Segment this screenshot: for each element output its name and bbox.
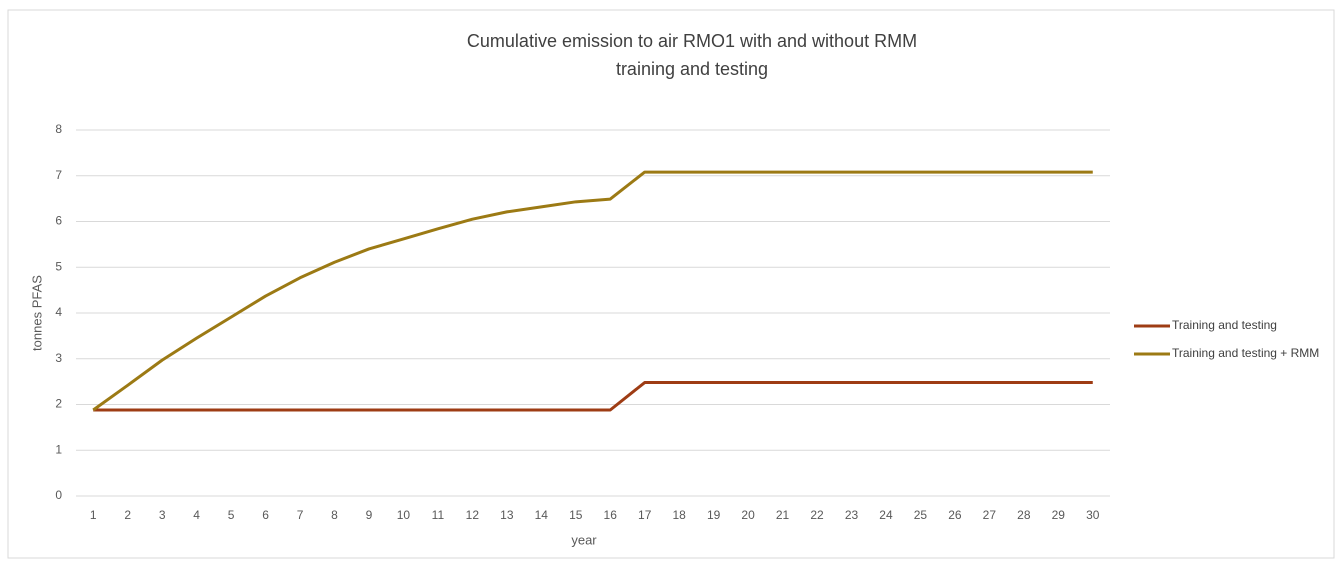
x-tick-label: 17 — [638, 508, 652, 522]
x-tick-label: 20 — [741, 508, 755, 522]
x-tick-label: 9 — [366, 508, 373, 522]
x-tick-label: 3 — [159, 508, 166, 522]
y-tick-label: 2 — [55, 397, 62, 411]
x-tick-label: 16 — [604, 508, 618, 522]
x-tick-label: 29 — [1052, 508, 1066, 522]
y-tick-label: 7 — [55, 168, 62, 182]
x-tick-label: 14 — [535, 508, 549, 522]
series-line — [92, 170, 1093, 412]
x-tick-label: 28 — [1017, 508, 1031, 522]
x-tick-label: 4 — [193, 508, 200, 522]
x-tick-label: 8 — [331, 508, 338, 522]
y-tick-label: 1 — [55, 442, 62, 456]
legend-label: Training and testing — [1172, 318, 1277, 332]
x-tick-label: 12 — [466, 508, 480, 522]
y-tick-label: 5 — [55, 259, 62, 273]
x-tick-label: 30 — [1086, 508, 1100, 522]
x-tick-label: 13 — [500, 508, 514, 522]
chart-frame — [7, 9, 1335, 559]
chart-subtitle: training and testing — [616, 59, 768, 79]
x-tick-label: 6 — [262, 508, 269, 522]
x-axis-title: year — [571, 532, 597, 547]
y-tick-label: 8 — [55, 122, 62, 136]
x-tick-label: 5 — [228, 508, 235, 522]
y-tick-label: 4 — [55, 305, 62, 319]
legend-label: Training and testing + RMM — [1172, 346, 1319, 360]
x-tick-label: 7 — [297, 508, 304, 522]
y-tick-label: 0 — [55, 488, 62, 502]
x-tick-label: 22 — [810, 508, 824, 522]
x-tick-label: 27 — [983, 508, 997, 522]
chart-title: Cumulative emission to air RMO1 with and… — [467, 31, 917, 51]
x-tick-label: 26 — [948, 508, 962, 522]
x-tick-label: 11 — [432, 508, 445, 522]
x-tick-label: 15 — [569, 508, 583, 522]
x-tick-label: 23 — [845, 508, 859, 522]
x-tick-label: 19 — [707, 508, 721, 522]
x-tick-label: 2 — [124, 508, 131, 522]
x-tick-label: 18 — [672, 508, 686, 522]
x-tick-label: 25 — [914, 508, 928, 522]
x-tick-label: 1 — [90, 508, 97, 522]
y-tick-label: 6 — [55, 214, 62, 228]
y-tick-label: 3 — [55, 351, 62, 365]
x-tick-label: 24 — [879, 508, 893, 522]
y-axis-title: tonnes PFAS — [29, 275, 44, 351]
series-line — [93, 381, 1093, 412]
x-tick-label: 21 — [776, 508, 790, 522]
x-tick-label: 10 — [397, 508, 411, 522]
